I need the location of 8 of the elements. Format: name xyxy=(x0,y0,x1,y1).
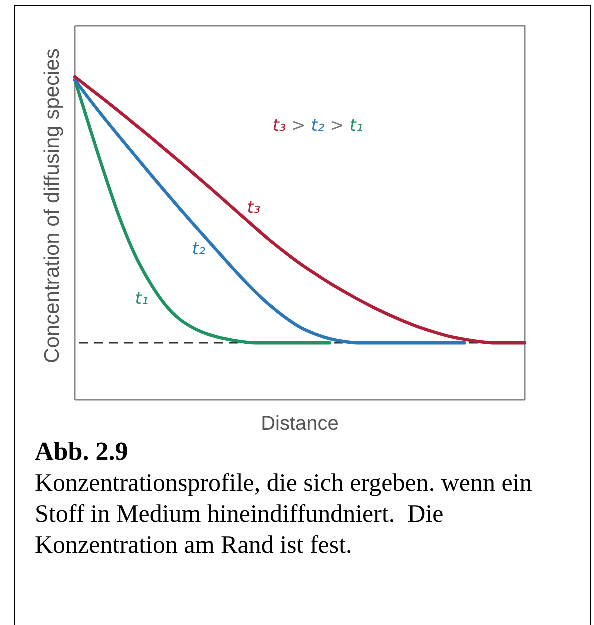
text: Konzentrationsprofile, die sich ergeben. wenn ein Stoff in Medium hineindiffundniert. Die Konzentration am Rand ist fest. xyxy=(35,470,533,559)
series-label: t₁ xyxy=(135,288,149,309)
caption: Abb. 2.9 xyxy=(35,437,128,466)
x-axis-title: Distance xyxy=(261,413,339,435)
y-axis-title: Concentration of diffusing species xyxy=(41,48,64,364)
annotation: t₃ > t₂ > t₁ xyxy=(272,116,364,136)
series-label: t₃ xyxy=(247,198,261,218)
series-label: t₂ xyxy=(192,240,206,260)
